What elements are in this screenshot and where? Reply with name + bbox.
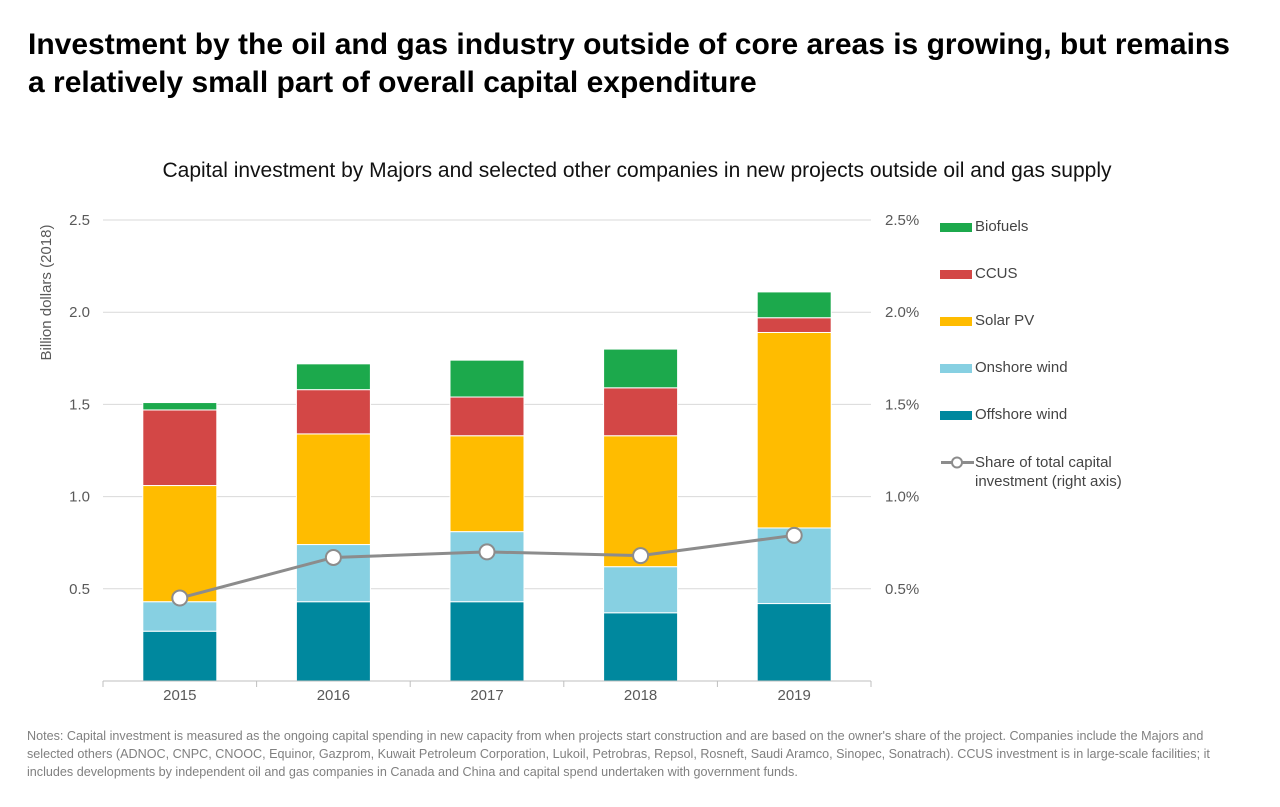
x-tick-label: 2017	[470, 687, 503, 704]
legend-item-ccus: CCUS	[940, 265, 1018, 282]
share-point-2016	[324, 548, 342, 566]
bar-ccus-2015	[142, 409, 218, 487]
legend-swatch	[940, 223, 972, 232]
y-tick-label: 2.5	[69, 212, 90, 229]
bar-ccus-2018	[603, 387, 679, 437]
y-tick-label: 1.0	[69, 489, 90, 506]
y-axis-title: Billion dollars (2018)	[38, 225, 55, 361]
bar-ccus-2016	[295, 389, 371, 435]
bar-biofuels-2016	[295, 363, 371, 391]
legend-item-solar-pv: Solar PV	[940, 312, 1034, 329]
legend-label: CCUS	[975, 265, 1018, 282]
y2-tick-label: 2.5%	[885, 212, 919, 229]
bar-biofuels-2019	[756, 291, 832, 319]
legend-item-share-line: Share of total capital investment (right…	[940, 453, 1150, 491]
bar-offshore-wind-2016	[295, 601, 371, 682]
bar-solar-pv-2017	[449, 435, 525, 533]
legend-item-onshore-wind: Onshore wind	[940, 359, 1068, 376]
y2-axis-labels: 0.5% 1.0% 1.5% 2.0% 2.5%	[885, 212, 919, 598]
page-headline: Investment by the oil and gas industry o…	[28, 28, 1230, 99]
legend-label: Share of total capital investment (right…	[975, 454, 1122, 490]
y-tick-label: 0.5	[69, 581, 90, 598]
bar-offshore-wind-2019	[756, 603, 832, 682]
share-line-series	[171, 526, 803, 607]
y-tick-label: 2.0	[69, 304, 90, 321]
bar-ccus-2019	[756, 317, 832, 333]
share-point-2017	[478, 543, 496, 561]
bar-biofuels-2015	[142, 402, 218, 411]
legend-swatch	[940, 411, 972, 420]
legend-swatch	[940, 317, 972, 326]
bar-solar-pv-2016	[295, 433, 371, 546]
bar-biofuels-2017	[449, 359, 525, 398]
share-point-2019	[785, 526, 803, 544]
x-axis-labels: 2015 2016 2017 2018 2019	[163, 687, 811, 704]
legend-swatch	[940, 364, 972, 373]
bar-biofuels-2018	[603, 348, 679, 389]
bars	[142, 291, 832, 682]
bar-offshore-wind-2015	[142, 630, 218, 682]
legend-swatch	[940, 270, 972, 279]
legend-label: Solar PV	[975, 312, 1035, 329]
bar-onshore-wind-2018	[603, 566, 679, 614]
notes: Notes: Capital investment is measured as…	[27, 729, 1210, 779]
bar-solar-pv-2019	[756, 331, 832, 529]
legend-marker	[951, 456, 963, 469]
legend-label: Biofuels	[975, 218, 1029, 235]
y-axis-labels: 0.5 1.0 1.5 2.0 2.5	[69, 212, 90, 598]
y2-tick-label: 1.0%	[885, 489, 919, 506]
x-axis-ticks	[102, 681, 872, 687]
bar-offshore-wind-2017	[449, 601, 525, 682]
share-point-2015	[171, 589, 189, 607]
y2-tick-label: 2.0%	[885, 304, 919, 321]
legend-item-offshore-wind: Offshore wind	[940, 406, 1067, 423]
y-tick-label: 1.5	[69, 396, 90, 413]
y2-tick-label: 0.5%	[885, 581, 919, 598]
x-tick-label: 2015	[163, 687, 196, 704]
chart-title: Capital investment by Majors and selecte…	[162, 159, 1112, 182]
x-tick-label: 2016	[317, 687, 350, 704]
legend-item-biofuels: Biofuels	[940, 218, 1028, 235]
legend-label: Offshore wind	[975, 406, 1068, 423]
legend-label: Onshore wind	[975, 359, 1068, 376]
y2-tick-label: 1.5%	[885, 396, 919, 413]
share-point-2018	[632, 547, 650, 565]
x-tick-label: 2018	[624, 687, 657, 704]
bar-offshore-wind-2018	[603, 612, 679, 682]
x-tick-label: 2019	[778, 687, 811, 704]
bar-solar-pv-2018	[603, 435, 679, 568]
bar-onshore-wind-2017	[449, 531, 525, 603]
legend-line-swatch	[941, 456, 974, 469]
bar-ccus-2017	[449, 396, 525, 437]
bar-solar-pv-2015	[142, 485, 218, 603]
